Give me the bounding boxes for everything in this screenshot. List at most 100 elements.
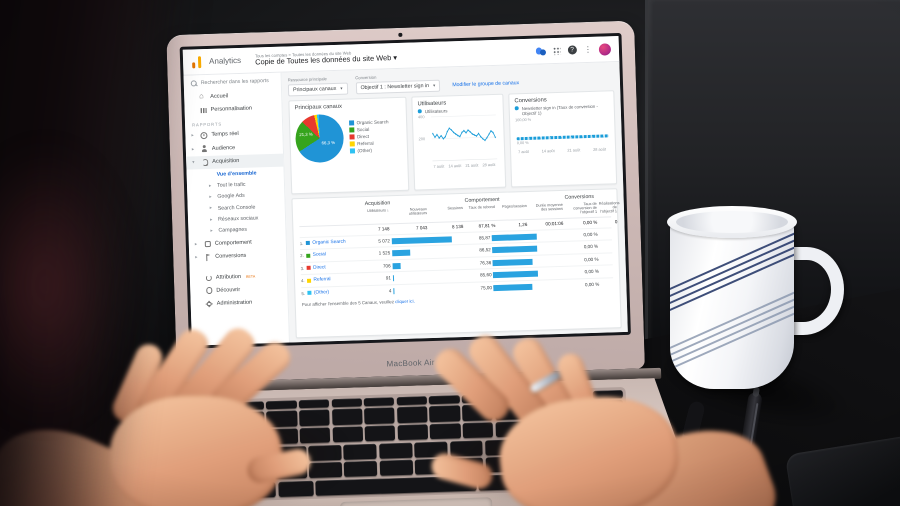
person-icon [201,145,208,152]
users-value-cell: 1 525 [378,250,391,256]
edit-channel-grouping-link[interactable]: Modifier le groupe de canaux [452,79,520,88]
legend-item: Social [349,126,389,132]
column-header[interactable]: Taux de conversion de l'objectif 1 [573,201,598,215]
foreground-blur [0,0,190,506]
footer-link[interactable]: cliquer ici. [395,298,415,305]
conversion-select[interactable]: Objectif 1 : Newsletter sign in ▾ [355,79,441,94]
channel-name-cell[interactable]: 3. Direct [301,264,365,271]
help-icon[interactable] [567,45,578,55]
sidebar-item-label: Tout le trafic [216,181,246,189]
sidebar-item-administration[interactable]: Administration [191,295,288,311]
users-bar [391,236,452,245]
apps-grid-icon[interactable] [552,46,561,55]
channel-name-cell[interactable]: 5. (Other) [301,289,365,296]
expand-arrow-icon: ▸ [210,228,213,234]
channel-color-dot [306,278,312,283]
conversion-value: Objectif 1 : Newsletter sign in [360,82,430,91]
panel-edge-highlight [645,0,648,342]
channel-name-link[interactable]: (Other) [313,290,330,296]
macbook-air: Analytics Tous les comptes > Toutes les … [120,10,680,506]
channel-color-dot [305,241,310,246]
spacer [299,227,363,234]
column-header[interactable]: Valeur de l'objectif 1 [619,200,628,214]
column-header[interactable]: Réalisations de l'objectif 1 [598,200,620,214]
home-icon [199,93,206,100]
total-value: 8 138 [451,224,464,230]
chevron-down-icon: ▾ [432,82,436,88]
channel-name-link[interactable]: Direct [313,265,326,271]
legend-swatch [349,141,355,147]
channel-name-cell[interactable]: 4. Referral [301,276,365,284]
sidebar-item-label: Découvrir [216,286,241,294]
mug-handle [786,247,844,335]
users-bar [392,262,402,269]
laptop-screen: Analytics Tous les comptes > Toutes les … [182,36,628,346]
admin-icon [206,301,213,308]
x-axis-tick: 28 août [592,146,607,153]
channel-name-cell[interactable]: 2. Social [300,251,364,259]
total-value: 00:01:06 [545,220,564,227]
sidebar: Rechercher dans les rapports Accueil Pers… [183,72,290,346]
keyboard-key [364,407,395,424]
sidebar-item-conversions[interactable]: ▸ Conversions [189,248,286,264]
column-header[interactable]: Pages/session [502,203,527,209]
legend-item: Referral [349,140,390,147]
keyboard-key [363,397,395,407]
search-icon [191,80,197,86]
users-bar [392,275,395,282]
channel-name-link[interactable]: Social [312,252,326,259]
report-main: Ressource principale Principaux canaux ▾… [281,62,628,343]
channel-name-link[interactable]: Referral [313,277,331,284]
users-card: Utilisateurs Utilisateurs 400 200 [411,93,507,191]
view-title-block[interactable]: Tous les comptes > Toutes les données du… [255,49,397,67]
foreground-blur-tint [0,150,120,420]
kebab-menu-icon[interactable] [584,45,592,53]
analytics-app: Analytics Tous les comptes > Toutes les … [182,36,628,346]
dimension-column-header [299,209,363,224]
right-thumb [428,450,496,492]
column-header[interactable]: Durée moyenne des sessions [535,202,563,212]
primary-dimension-select[interactable]: Principaux canaux ▾ [287,82,348,96]
users-card-title: Utilisateurs [417,99,447,107]
legend-swatch [349,127,354,133]
column-header[interactable]: Utilisateurs ↓ [367,207,389,213]
analytics-logo-icon[interactable] [191,56,203,68]
y-axis-tick: 100,00 % [515,118,532,123]
footer-text: Pour afficher l'ensemble des 5 Canaux, v… [301,299,396,308]
sidebar-item-label: Attribution [215,273,242,281]
channels-legend: Organic Search Social Direct Referral (Other… [349,119,389,153]
sidebar-item-label: Audience [211,144,236,152]
total-value: 1,26 [518,222,528,228]
topbar-actions [535,42,612,57]
conversion-value-cell: 0,00 % [584,281,600,288]
channel-name-link[interactable]: Organic Search [312,239,346,246]
column-header[interactable]: Taux de rebond [468,204,495,210]
line-value-label: 0,00 % [516,140,529,145]
sidebar-item-label: Comportement [214,239,252,247]
users-bar [393,287,395,294]
x-axis-tick: 14 août [541,148,555,154]
insights-icon[interactable] [535,46,545,55]
total-value: 0 [614,219,618,225]
primary-dimension-control: Ressource principale Principaux canaux ▾ [288,76,348,96]
expand-arrow-icon: ▸ [194,240,198,246]
pie-label-organic: 66,3 % [321,140,336,146]
avatar[interactable] [598,42,612,56]
sidebar-item-label: Search Console [217,204,256,212]
expand-arrow-icon: ▸ [191,132,194,138]
expand-arrow-icon: ▸ [208,182,212,188]
bounce-bar [492,245,538,254]
flat-conversion-line [516,134,609,140]
column-header[interactable]: Nouveaux utilisateurs [408,206,428,216]
channel-color-dot [307,291,312,296]
channel-name-cell[interactable]: 1. Organic Search [300,239,364,246]
column-header[interactable]: Sessions [447,205,463,210]
conversions-line-chart: 100,00 % 0,00 % [515,116,610,149]
table-group-header: Conversions [564,193,595,201]
users-legend-label: Utilisateurs [424,107,448,114]
channels-table-card: Acquisition Comportement Conversions Utili… [291,187,622,339]
custom-icon [200,107,207,114]
sidebar-item-label: Acquisition [212,158,240,166]
x-axis-tick: 21 août [567,147,581,153]
